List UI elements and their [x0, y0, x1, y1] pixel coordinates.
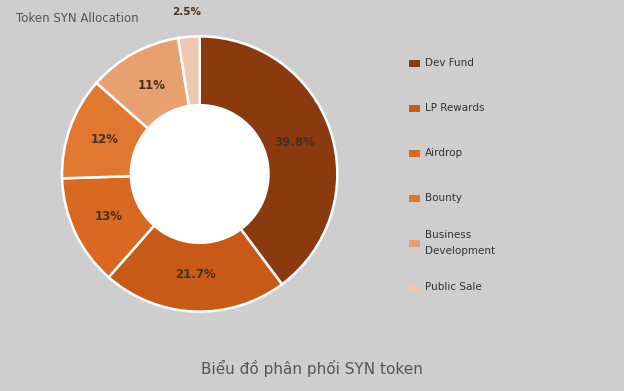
Wedge shape	[200, 36, 338, 284]
Text: 21.7%: 21.7%	[175, 268, 216, 281]
Wedge shape	[62, 83, 148, 178]
Wedge shape	[109, 226, 282, 312]
Wedge shape	[62, 176, 154, 277]
Text: Dev Fund: Dev Fund	[425, 57, 474, 68]
Text: Business: Business	[425, 230, 472, 240]
Text: 11%: 11%	[137, 79, 165, 92]
Text: 2.5%: 2.5%	[172, 7, 202, 17]
Text: Biểu đồ phân phối SYN token: Biểu đồ phân phối SYN token	[201, 360, 423, 377]
Text: 39.8%: 39.8%	[275, 136, 316, 149]
Text: Development: Development	[425, 246, 495, 256]
Wedge shape	[97, 38, 189, 129]
Text: LP Rewards: LP Rewards	[425, 102, 485, 113]
Text: 12%: 12%	[91, 133, 119, 147]
Text: 13%: 13%	[95, 210, 123, 223]
Text: Bounty: Bounty	[425, 192, 462, 203]
Wedge shape	[178, 36, 200, 106]
Circle shape	[131, 106, 268, 242]
Text: Airdrop: Airdrop	[425, 147, 463, 158]
Text: Token SYN Allocation: Token SYN Allocation	[16, 12, 139, 25]
Text: Public Sale: Public Sale	[425, 282, 482, 292]
